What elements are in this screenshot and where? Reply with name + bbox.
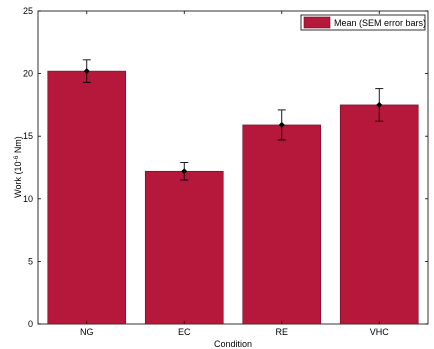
mean-marker-ng — [83, 68, 90, 75]
bar-ng — [47, 70, 127, 325]
y-tick-label-10: 10 — [23, 194, 33, 204]
mean-marker-re — [278, 121, 285, 128]
y-tick-label-15: 15 — [23, 131, 33, 141]
x-axis: NG EC RE VHC — [80, 11, 389, 337]
error-bars-group — [82, 59, 384, 181]
x-tick-label-ng: NG — [80, 327, 94, 337]
y-tick-label-0: 0 — [28, 319, 33, 329]
bar-re — [242, 124, 322, 325]
y-axis-title-main: Work (10 — [13, 161, 23, 197]
bar-vhc — [339, 104, 419, 325]
mean-marker-vhc — [376, 101, 383, 108]
legend-label: Mean (SEM error bars) — [334, 18, 426, 28]
x-axis-title: Condition — [214, 339, 252, 349]
bar-ec — [144, 170, 224, 325]
x-tick-label-vhc: VHC — [370, 327, 390, 337]
y-tick-label-5: 5 — [28, 256, 33, 266]
legend: Mean (SEM error bars) — [300, 14, 426, 31]
y-axis-title: Work (10-6 Nm) — [13, 136, 23, 198]
bars-group — [47, 70, 419, 325]
y-tick-label-20: 20 — [23, 69, 33, 79]
x-tick-label-ec: EC — [178, 327, 191, 337]
legend-box — [300, 14, 426, 31]
y-tick-label-25: 25 — [23, 6, 33, 16]
y-axis: 0 5 10 15 20 25 — [23, 6, 428, 329]
mean-marker-ec — [181, 168, 188, 175]
y-axis-title-unit: Nm) — [13, 136, 23, 156]
x-tick-label-re: RE — [275, 327, 288, 337]
legend-swatch — [303, 16, 331, 29]
y-axis-title-exponent: -6 — [13, 155, 20, 161]
